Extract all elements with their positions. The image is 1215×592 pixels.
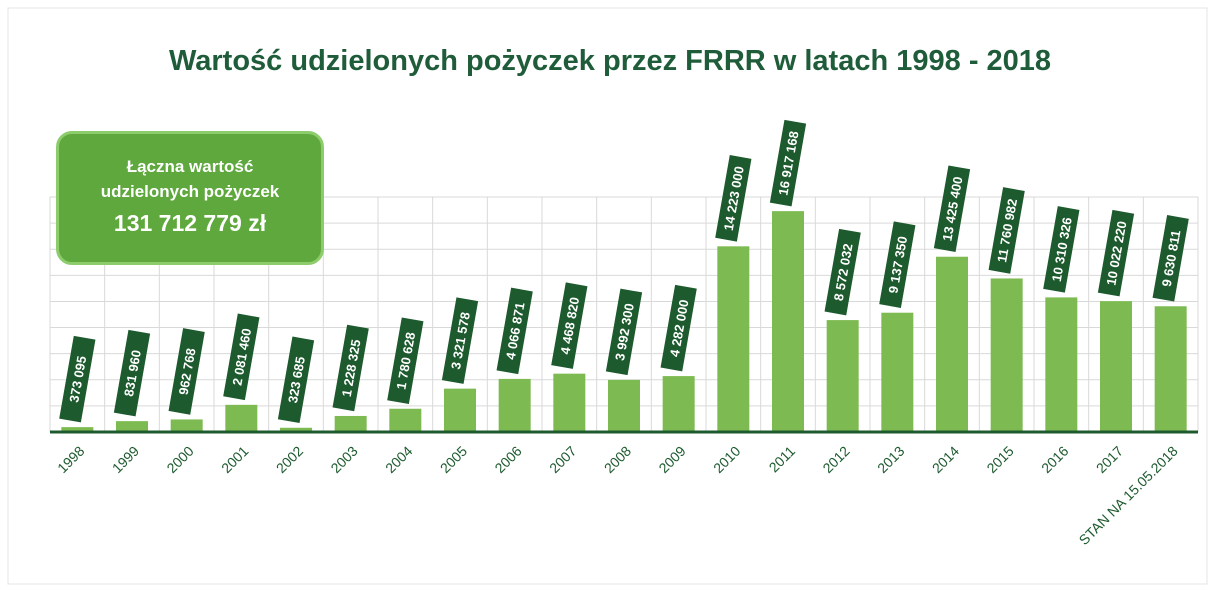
x-tick-label: 2014 [929,443,962,476]
value-label-box [1152,214,1189,302]
bar [936,256,968,432]
value-label-box [824,228,861,316]
value-label: 1 780 628 [387,317,424,405]
value-label: 9 630 811 [1152,214,1189,302]
value-label: 373 095 [59,335,96,423]
x-tick-label: 2009 [655,443,688,476]
x-tick-label: 2015 [983,443,1016,476]
value-label-box [223,313,260,401]
value-label-box [59,335,96,423]
bar [225,404,258,432]
value-label-box [496,287,533,375]
total-box: Łączna wartość udzielonych pożyczek 131 … [56,131,324,265]
x-tick-label: 2016 [1038,443,1071,476]
bar [717,246,750,432]
x-tick-label: 2001 [218,443,251,476]
bar [608,379,640,432]
value-label: 4 468 820 [551,282,588,369]
x-tick-label: 2010 [710,443,743,476]
bar [389,408,422,432]
value-label: 11 760 982 [988,187,1025,274]
value-label: 4 066 871 [496,287,533,375]
x-tick-label: 2002 [273,443,306,476]
value-label-box [879,221,916,308]
bar [170,419,203,432]
total-caption: Łączna wartość udzielonych pożyczek [100,157,280,201]
value-label: 3 321 578 [441,297,479,384]
x-tick-label: 2005 [437,443,470,476]
value-label-box [387,317,424,405]
bar [881,312,914,432]
value-label: 1 228 325 [332,324,369,412]
value-label: 14 223 000 [715,155,752,242]
value-label-box [441,297,479,384]
bar [61,427,94,432]
total-value: 131 712 779 zł [113,210,267,236]
value-label: 2 081 460 [223,313,260,401]
value-label-box [277,336,315,424]
x-tick-label: 2012 [819,443,852,476]
frame [7,7,1208,585]
bar [826,320,859,432]
value-label: 4 282 000 [660,284,697,372]
bar [1045,297,1078,432]
value-label: 323 685 [277,336,315,424]
bar [280,427,312,432]
bar [116,421,148,432]
bar [553,373,586,432]
value-label-box [933,165,971,252]
value-label-box [332,324,369,412]
x-tick-label: 2008 [601,443,634,476]
value-label-box [168,328,205,415]
value-label-box [551,282,588,369]
x-tick-label: 2007 [546,443,579,476]
bar [1154,306,1187,432]
chart-title: Wartość udzielonych pożyczek przez FRRR … [168,45,1052,77]
value-label-box [660,284,697,372]
x-tick-label: 2017 [1093,443,1126,476]
value-label-box [715,155,752,242]
x-tick-label: STAN NA 15.05.2018 [1076,443,1181,548]
x-tick-label: 2000 [163,443,196,476]
value-label-box [1043,206,1080,293]
value-label-box [1097,209,1135,297]
value-label-box [113,329,151,417]
bar [334,415,367,432]
value-label: 962 768 [168,328,205,415]
x-tick-label: 2013 [874,443,907,476]
value-label-box [769,119,807,207]
bar [662,376,695,432]
x-tick-label: 2003 [327,443,360,476]
bar [772,211,804,432]
value-label: 9 137 350 [879,221,916,308]
bar [444,388,476,432]
bar [498,378,531,432]
x-tick-label: 2004 [382,443,415,476]
value-label: 16 917 168 [769,119,807,207]
x-tick-label: 1998 [54,443,87,476]
value-label: 13 425 400 [933,165,971,252]
x-tick-label: 2011 [766,443,799,476]
x-tick-label: 2006 [491,443,524,476]
x-tick-label: 1999 [109,443,142,476]
bar [1100,301,1132,432]
value-label: 8 572 032 [824,228,861,316]
value-label-box [988,187,1025,274]
bar [990,278,1023,432]
value-label: 831 960 [113,329,151,417]
value-label-box [605,288,643,376]
